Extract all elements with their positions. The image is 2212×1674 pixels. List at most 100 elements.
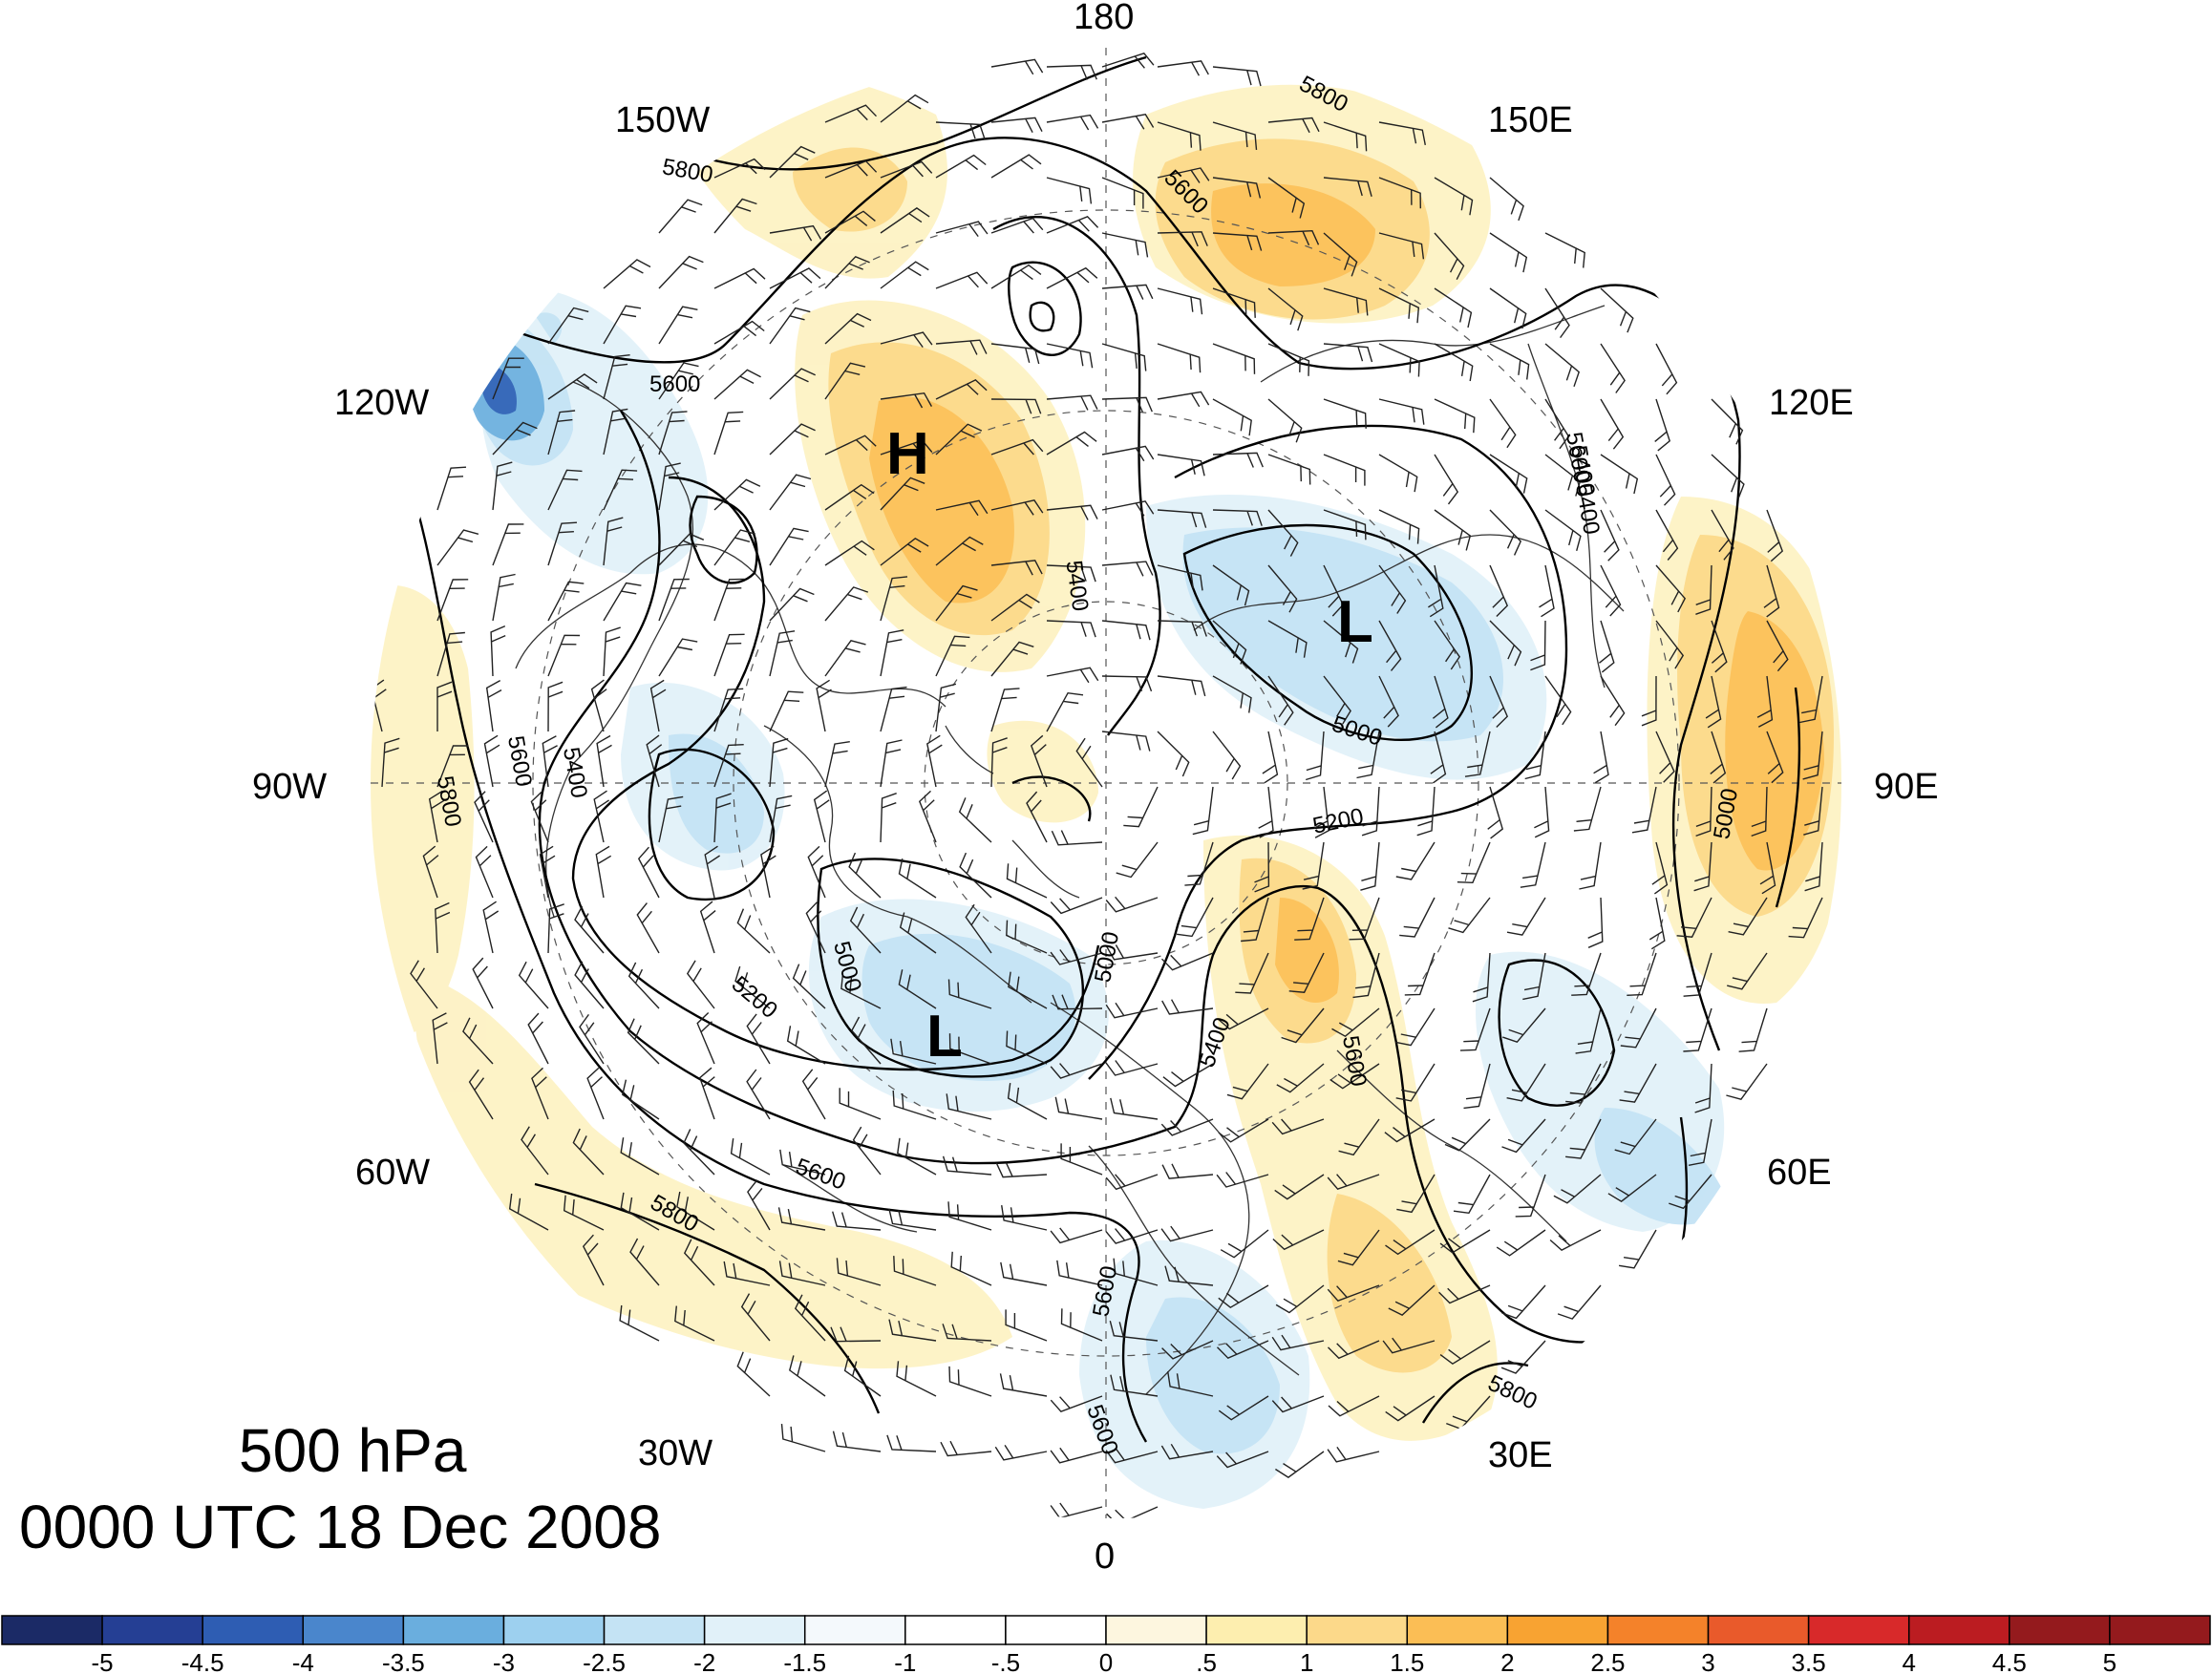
wind-barb xyxy=(760,845,776,899)
wind-barb xyxy=(1448,897,1491,934)
wind-barb xyxy=(1218,1395,1269,1421)
wind-barb xyxy=(713,578,745,622)
wind-barb xyxy=(1271,1334,1325,1351)
wind-barb xyxy=(1434,232,1465,281)
wind-barb xyxy=(1267,509,1299,557)
wind-barb xyxy=(1683,1007,1712,1052)
wind-barb xyxy=(1218,1284,1269,1309)
wind-barb xyxy=(1160,1225,1214,1242)
wind-barb xyxy=(572,1128,605,1176)
wind-barb xyxy=(1052,994,1103,1010)
wind-barb xyxy=(849,906,882,954)
wind-barb xyxy=(948,1366,992,1397)
wind-barb xyxy=(658,533,705,566)
wind-barb xyxy=(1802,731,1823,780)
wind-barb xyxy=(1157,454,1205,477)
wind-barb xyxy=(935,499,989,517)
lon-label-120e: 120E xyxy=(1769,383,1854,423)
wind-barb xyxy=(990,154,1042,179)
wind-barb xyxy=(769,527,809,566)
wind-barb xyxy=(995,1162,1048,1178)
wind-barb xyxy=(893,1256,937,1286)
wind-barb xyxy=(1101,620,1151,641)
wind-barb xyxy=(1756,675,1774,728)
wind-barb xyxy=(723,1261,771,1286)
wind-barb xyxy=(851,1016,882,1065)
wind-barb xyxy=(1006,920,1048,954)
wind-barb xyxy=(1288,952,1325,993)
wind-barb xyxy=(1212,731,1242,780)
wind-barb xyxy=(1738,1007,1768,1052)
wind-barb xyxy=(990,688,1020,732)
colorbar-swatch xyxy=(302,1615,405,1645)
wind-barb xyxy=(1007,1083,1048,1120)
wind-barb xyxy=(658,578,690,622)
wind-barb xyxy=(1267,229,1320,246)
wind-barb xyxy=(880,392,933,409)
valid-time-title: 0000 UTC 18 Dec 2008 xyxy=(19,1493,662,1561)
wind-barb xyxy=(1046,394,1098,411)
wind-barb xyxy=(1432,675,1449,729)
wind-barb xyxy=(1267,564,1298,613)
wind-barb xyxy=(935,154,987,179)
wind-barb xyxy=(683,1239,715,1286)
colorbar-tick-label: 2.5 xyxy=(1590,1648,1625,1674)
wind-barb xyxy=(1050,1447,1103,1464)
wind-barb xyxy=(1281,1007,1325,1044)
wind-barb xyxy=(958,797,992,843)
wind-barb xyxy=(713,529,755,566)
colorbar-tick-label: 2 xyxy=(1500,1648,1514,1674)
wind-barb xyxy=(824,741,850,788)
wind-barb xyxy=(1766,731,1784,784)
wind-barb xyxy=(713,744,744,788)
wind-barb xyxy=(1109,1321,1159,1342)
wind-barb xyxy=(1161,1340,1214,1360)
wind-barb xyxy=(1361,786,1380,837)
wind-barb xyxy=(740,1293,771,1342)
wind-barb xyxy=(674,1305,715,1342)
wind-barb xyxy=(888,1319,937,1342)
wind-barb xyxy=(713,158,766,179)
wind-barb xyxy=(1327,1284,1380,1303)
wind-barb xyxy=(1534,786,1550,838)
wind-barb xyxy=(892,1090,937,1120)
wind-barb xyxy=(1618,1229,1657,1269)
wind-barb xyxy=(1177,897,1214,938)
wind-barb xyxy=(1192,786,1214,836)
wind-barb xyxy=(898,969,937,1009)
wind-barb xyxy=(1331,1007,1380,1038)
wind-barb xyxy=(769,690,804,732)
wind-barb xyxy=(1395,841,1436,880)
colorbar-tick-label: -5 xyxy=(92,1648,114,1674)
wind-barb xyxy=(1620,1007,1657,1049)
wind-barb xyxy=(1157,509,1207,528)
colorbar-swatch xyxy=(402,1615,505,1645)
wind-barb xyxy=(1384,1118,1436,1143)
wind-barb xyxy=(1395,1007,1436,1047)
wind-barb xyxy=(658,199,703,234)
wind-barb xyxy=(1060,1308,1103,1342)
wind-barb xyxy=(1101,675,1153,692)
wind-barb xyxy=(1160,952,1214,971)
wind-barb xyxy=(1378,454,1418,493)
wind-barb xyxy=(778,1261,826,1286)
wind-barb xyxy=(713,198,757,234)
wind-barb xyxy=(620,1192,660,1231)
wind-barb xyxy=(468,1069,494,1120)
wind-barb xyxy=(485,679,502,732)
wind-barb xyxy=(1600,343,1626,393)
wind-barb xyxy=(1416,786,1436,837)
colorbar-swatch xyxy=(101,1615,203,1645)
wind-barb xyxy=(474,791,494,843)
wind-barb xyxy=(789,1355,826,1397)
wind-barb xyxy=(1157,231,1208,247)
wind-barb xyxy=(769,145,816,179)
wind-barb xyxy=(1600,564,1622,617)
wind-barb xyxy=(1161,1163,1214,1179)
wind-barb xyxy=(1593,731,1609,784)
wind-barb xyxy=(482,901,500,954)
wind-barb xyxy=(547,634,581,677)
wind-barb xyxy=(1046,343,1094,369)
wind-barb xyxy=(1101,445,1155,462)
wind-barb xyxy=(832,1430,882,1452)
